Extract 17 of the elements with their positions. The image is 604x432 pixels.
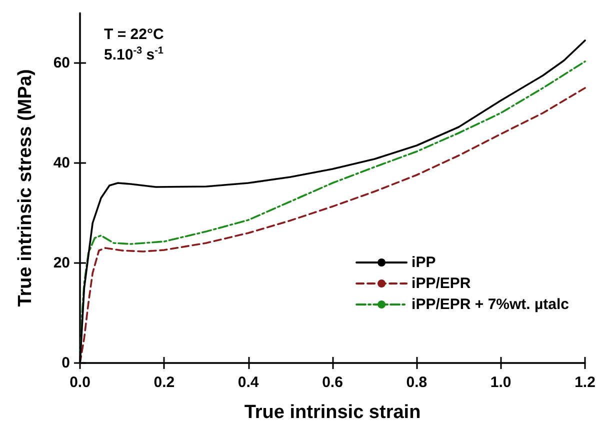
- x-tick-label: 0.2: [154, 374, 175, 391]
- x-axis-title: True intrinsic strain: [244, 402, 421, 423]
- y-tick-label: 60: [53, 54, 70, 72]
- legend-label: iPP: [412, 254, 436, 271]
- y-tick-label: 0: [62, 354, 70, 372]
- x-tick-label: 1.2: [574, 374, 596, 391]
- y-axis-title: True intrinsic stress (MPa): [15, 69, 36, 307]
- x-tick-label: 0.4: [238, 374, 260, 391]
- legend-label: iPP/EPR: [412, 275, 471, 292]
- x-tick-label: 0.8: [406, 374, 428, 391]
- annotation: T = 22°C: [104, 26, 164, 43]
- legend-label: iPP/EPR + 7%wt. µtalc: [412, 296, 570, 313]
- y-tick-label: 40: [53, 154, 70, 172]
- x-tick-label: 0.0: [70, 374, 90, 391]
- x-tick-label: 0.6: [322, 374, 343, 391]
- y-tick-label: 20: [53, 254, 70, 272]
- x-tick-label: 1.0: [490, 374, 512, 391]
